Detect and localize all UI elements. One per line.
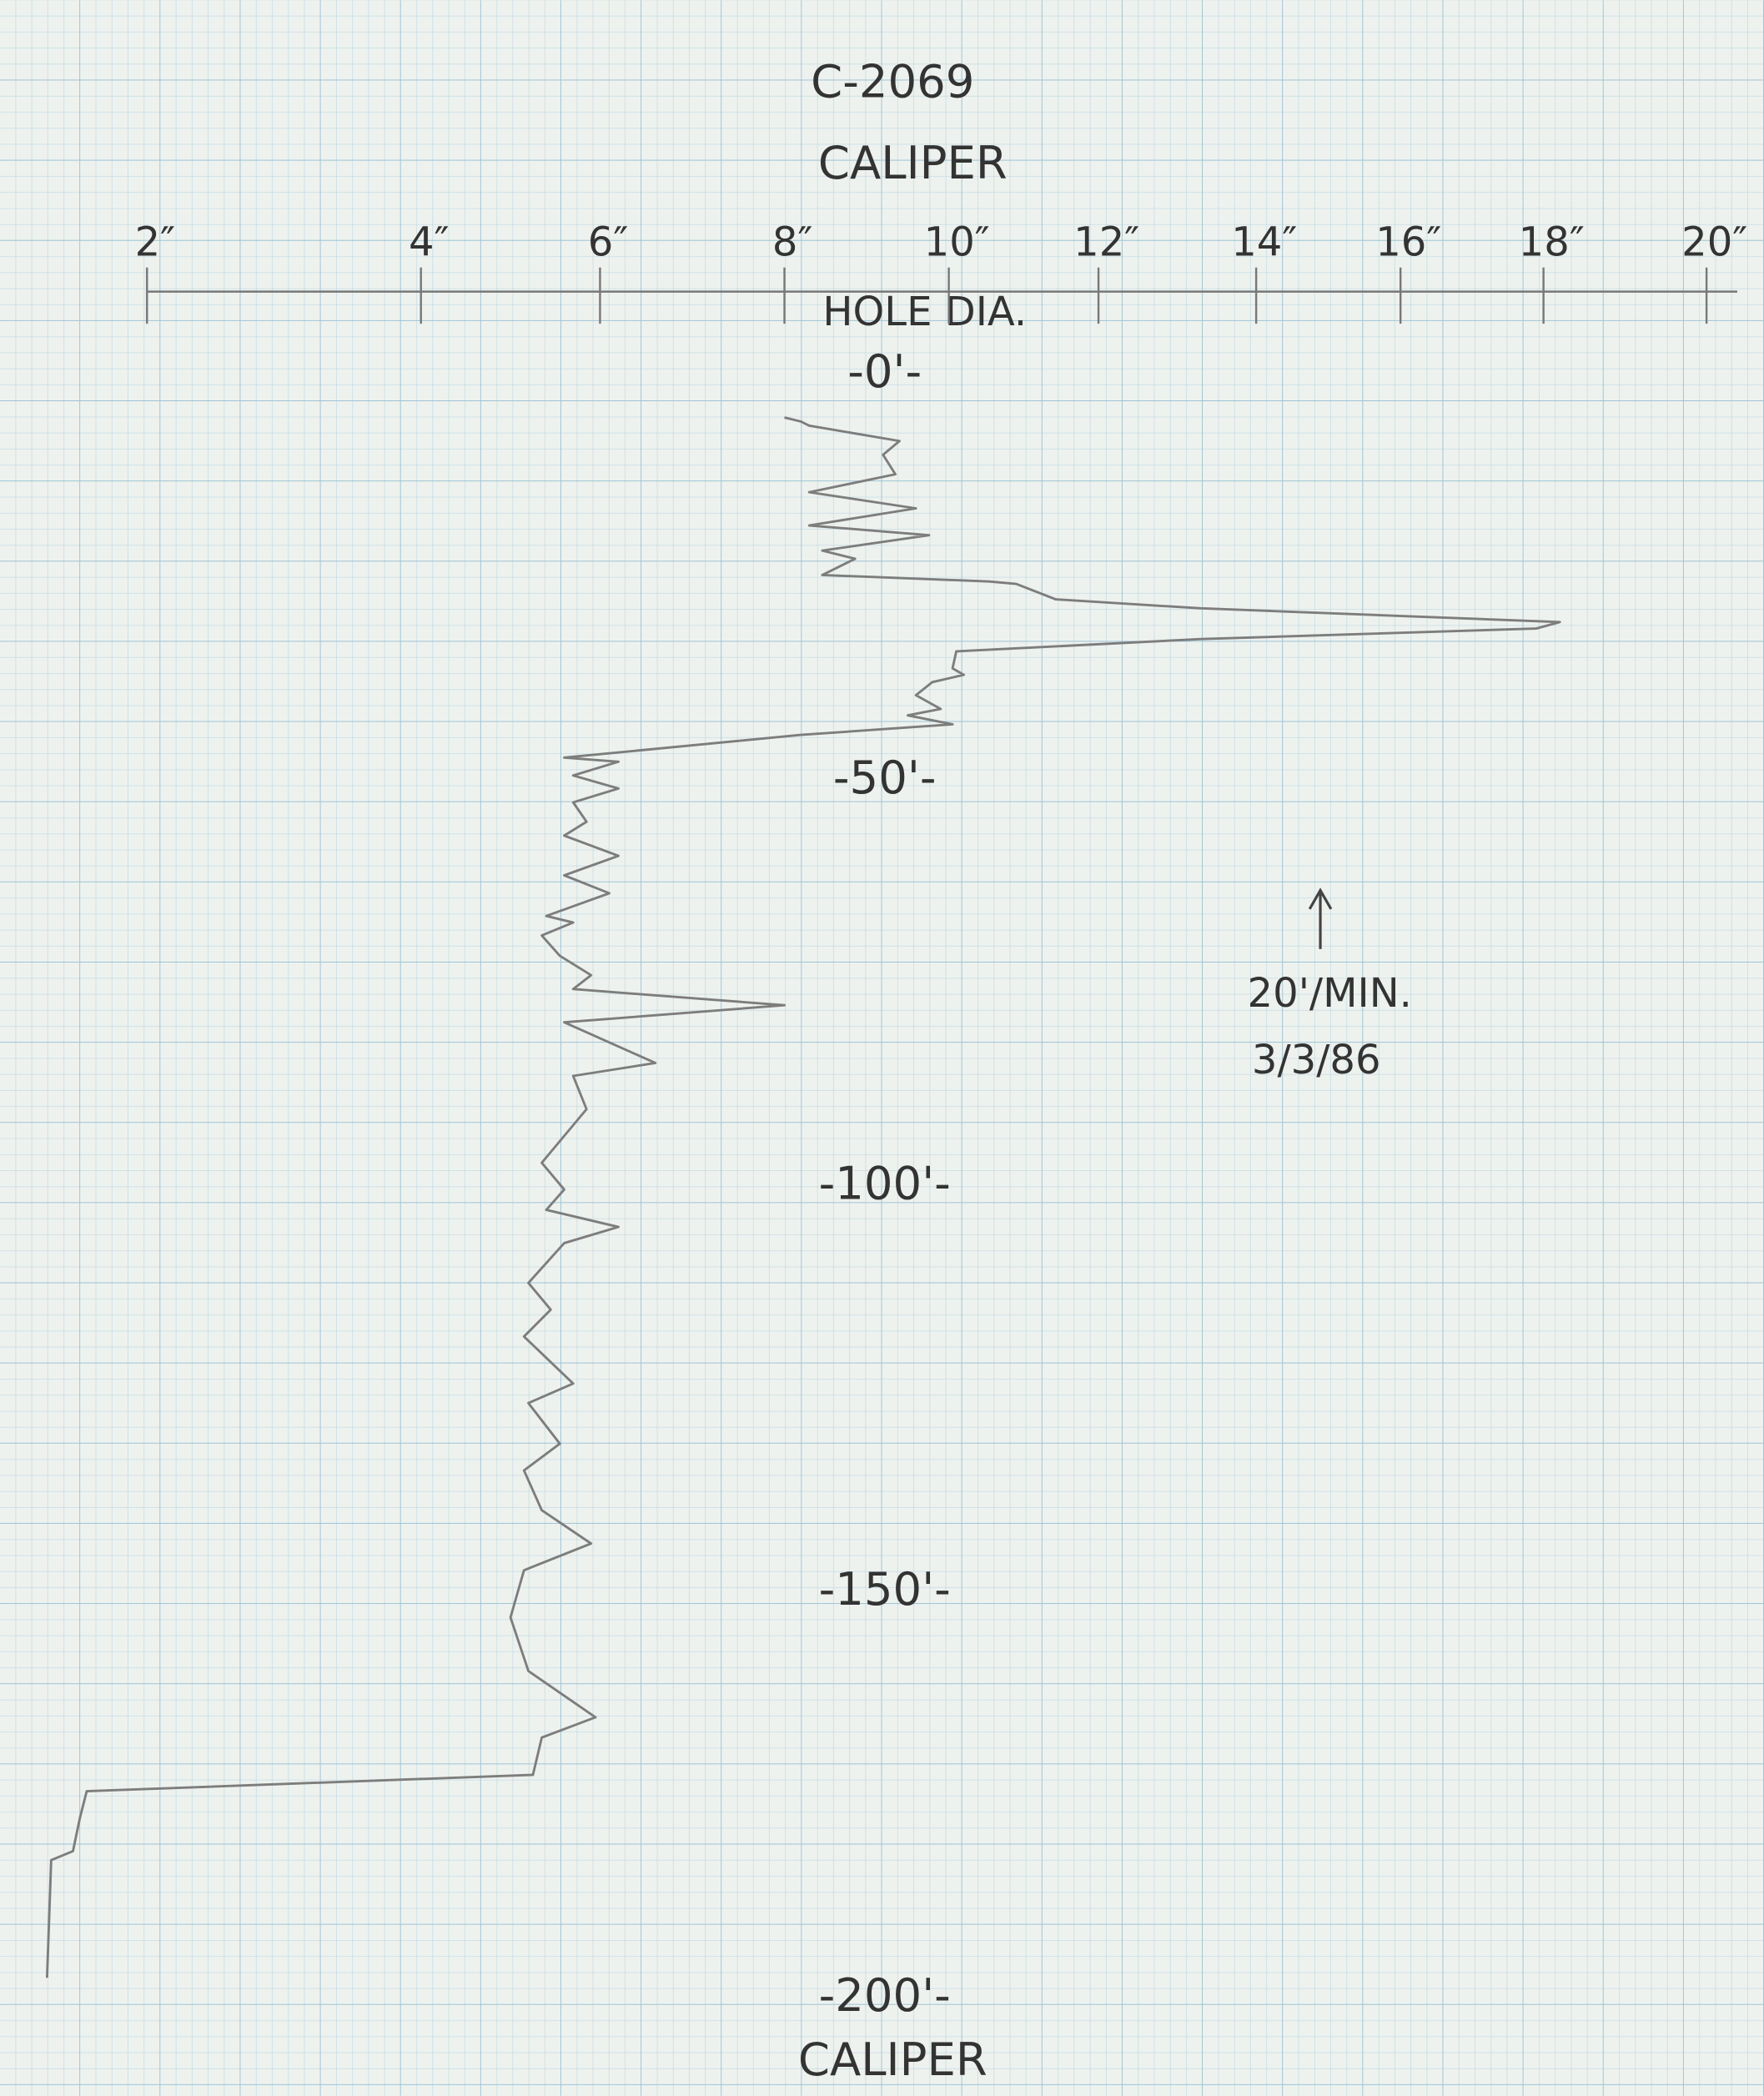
annotation: 20'/MIN. xyxy=(1248,970,1412,1017)
annotation: 3/3/86 xyxy=(1252,1037,1381,1083)
x-tick-label: 20″ xyxy=(1681,219,1747,266)
x-tick-label: 12″ xyxy=(1073,219,1139,266)
x-tick-label: 8″ xyxy=(772,219,813,266)
y-tick-label: -200'- xyxy=(819,1968,951,2022)
y-tick-label: -100'- xyxy=(819,1156,951,1209)
x-tick-label: 6″ xyxy=(588,219,629,266)
x-tick-label: 2″ xyxy=(135,219,176,266)
y-tick-label: -0'- xyxy=(847,344,922,398)
x-tick-label: 14″ xyxy=(1231,219,1297,266)
y-tick-label: -50'- xyxy=(833,751,937,804)
x-tick-label: 18″ xyxy=(1519,219,1585,266)
x-axis-label: HOLE DIA. xyxy=(822,289,1027,335)
x-tick-label: 4″ xyxy=(409,219,450,266)
arrow xyxy=(1308,887,1333,949)
caliper-trace xyxy=(45,416,1561,1978)
x-tick-label: 10″ xyxy=(924,219,990,266)
y-tick-label: -150'- xyxy=(819,1562,951,1616)
x-tick-label: 16″ xyxy=(1375,219,1441,266)
chart-subtitle: CALIPER xyxy=(818,136,1008,189)
chart-title: C-2069 xyxy=(811,54,974,108)
footer: CALIPER xyxy=(798,2033,988,2086)
